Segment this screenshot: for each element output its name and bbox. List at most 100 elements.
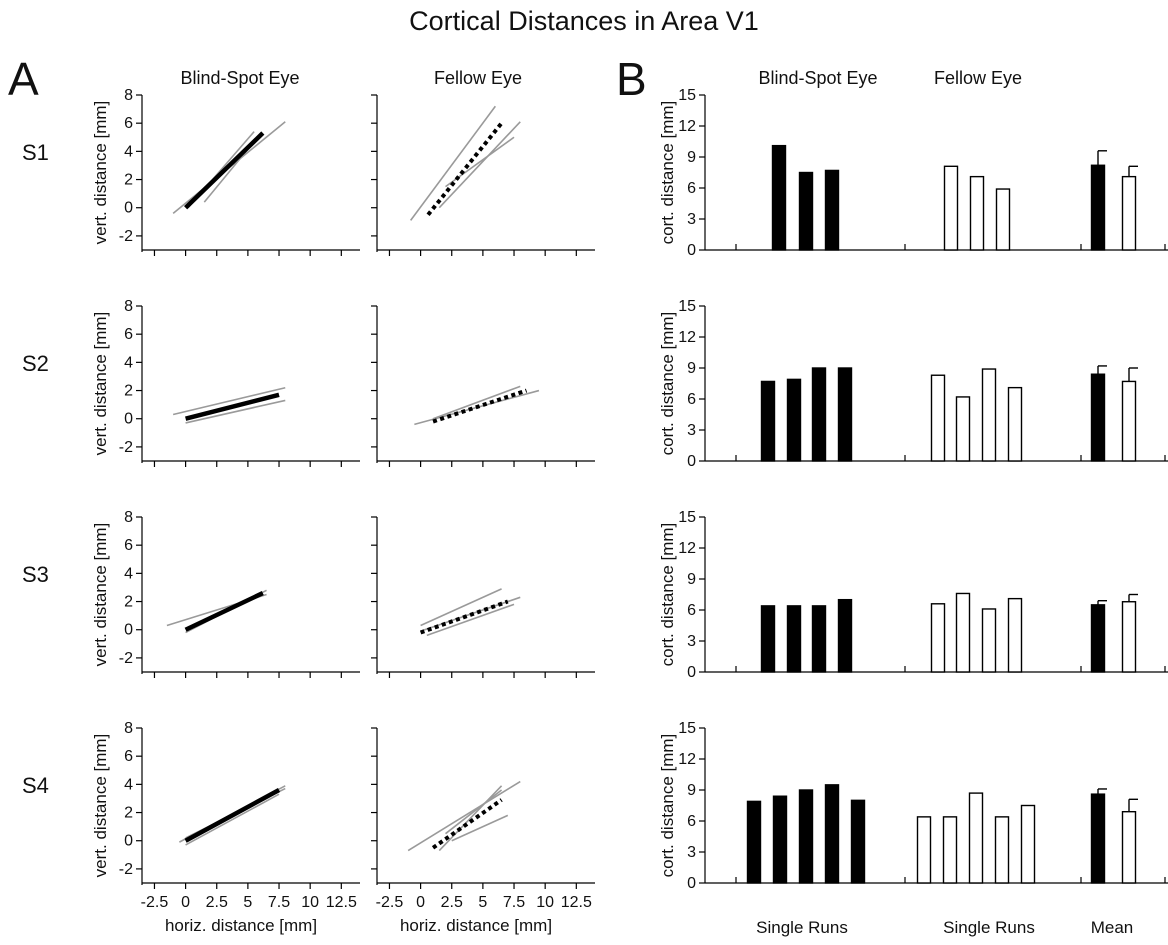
bar-s4-fellow-run-bar	[968, 792, 984, 884]
bar-s2-blind-spot-run-bar	[837, 367, 853, 462]
bar-s4-y-tick-label: 15	[678, 720, 696, 737]
line-s2-fellow-series-thin	[432, 385, 521, 420]
bar-s1-fellow-run-bar	[943, 165, 959, 251]
line-s2-blind-spot-y-tick-label: 0	[124, 411, 133, 428]
line-s1-blind-spot-y-tick-label: 8	[124, 87, 133, 104]
line-s4-blind-spot-y-tick-label: 4	[124, 776, 133, 793]
bar-s3-y-tick-label: 6	[687, 602, 696, 619]
line-s4-fellow-series-thin	[438, 785, 503, 852]
line-s4-blind-spot-y-tick-label: 2	[124, 805, 133, 822]
bar-s3-y-label: cort. distance [mm]	[658, 523, 677, 667]
line-s2-blind-spot-y-tick-label: 6	[124, 326, 133, 343]
line-s3-fellow-series-thin	[420, 588, 502, 627]
bar-s3-fellow-run-bar	[1007, 597, 1023, 673]
charts-layer: 8 6 4 2 0 -2 vert. distance [mm] 8 6 4 2 0 -2 vert. d…	[91, 87, 1168, 935]
row-label-s3: S3	[22, 562, 49, 587]
bar-s4-y-tick-label: 6	[687, 813, 696, 830]
bar-s4-y-tick-label: 9	[687, 782, 696, 799]
bar-s2-y-label: cort. distance [mm]	[658, 312, 677, 456]
bar-s2-blind-spot-run-bar	[786, 378, 802, 462]
line-s4-blind-spot-x-tick-label: 10	[301, 894, 319, 911]
group-label-single-runs-blind-spot: Single Runs	[756, 918, 848, 937]
row-label-s4: S4	[22, 773, 49, 798]
line-s1-blind-spot-y-tick-label: 0	[124, 200, 133, 217]
line-s3-blind-spot-y-tick-label: 4	[124, 565, 133, 582]
line-s1-fellow-series-dotted	[426, 121, 504, 217]
bar-s4-blind-spot-run-bar	[798, 789, 814, 884]
line-s1-fellow-series-thin	[409, 105, 496, 221]
bar-s4-y-tick-label: 3	[687, 844, 696, 861]
bar-s1-y-label: cort. distance [mm]	[658, 101, 677, 245]
line-s2-blind-spot-series-bold	[185, 392, 280, 421]
bar-s3-blind-spot-run-bar	[786, 605, 802, 673]
line-s3-blind-spot-y-tick-label: -2	[119, 650, 133, 667]
row-label-s1: S1	[22, 140, 49, 165]
bar-s2-fellow-run-bar	[981, 368, 997, 462]
column-header-blind-spot-b: Blind-Spot Eye	[758, 68, 877, 88]
bar-s2-y-tick-label: 6	[687, 391, 696, 408]
bar-s4-blind-spot-run-bar	[746, 800, 762, 884]
line-s3-blind-spot-series-bold	[184, 591, 264, 632]
bar-s1-y-tick-label: 3	[687, 211, 696, 228]
column-header-fellow-a: Fellow Eye	[434, 68, 522, 88]
line-s4-fellow-series-dotted	[431, 798, 503, 850]
line-s4-fellow-x-tick-label: 12.5	[561, 894, 592, 911]
line-s4-blind-spot-x-tick-label: 7.5	[268, 894, 290, 911]
bar-s4-y-label: cort. distance [mm]	[658, 734, 677, 878]
line-s4-fellow-x-tick-label: 7.5	[503, 894, 525, 911]
bar-s1-fellow-mean-bar	[1121, 175, 1137, 251]
bar-s3-blind-spot-mean-bar	[1090, 604, 1106, 673]
bar-s1-blind-spot-mean-bar	[1090, 164, 1106, 251]
bar-s2-y-tick-label: 12	[678, 329, 696, 346]
bar-s3-blind-spot-run-bar	[837, 598, 853, 673]
line-s1-blind-spot-y-tick-label: -2	[119, 228, 133, 245]
line-s4-blind-spot-y-tick-label: 6	[124, 748, 133, 765]
figure-title: Cortical Distances in Area V1	[409, 6, 759, 36]
bar-s4-blind-spot-run-bar	[772, 795, 788, 884]
bar-s2-y-tick-label: 15	[678, 298, 696, 315]
line-s3-fellow-series-dotted	[419, 599, 509, 635]
line-s4-fellow-series-thin	[451, 814, 509, 842]
bar-s4-fellow-run-bar	[994, 816, 1010, 884]
bar-s1-y-tick-label: 15	[678, 87, 696, 104]
bar-s3-y-tick-label: 9	[687, 571, 696, 588]
line-s4-blind-spot-y-tick-label: 0	[124, 833, 133, 850]
bar-s1-fellow-run-bar	[995, 188, 1011, 251]
line-s2-blind-spot-y-label: vert. distance [mm]	[91, 312, 110, 456]
bar-s4-fellow-run-bar	[942, 816, 958, 884]
line-s4-blind-spot-series-bold	[184, 788, 281, 843]
bar-s4-y-tick-label: 12	[678, 751, 696, 768]
line-s4-fellow-x-tick-label: 2.5	[441, 894, 463, 911]
line-s4-blind-spot-x-tick-label: 5	[243, 894, 252, 911]
row-label-s2: S2	[22, 351, 49, 376]
bar-s3-y-tick-label: 3	[687, 633, 696, 650]
line-s3-blind-spot-y-tick-label: 0	[124, 622, 133, 639]
line-s4-fellow-x-label: horiz. distance [mm]	[400, 916, 552, 935]
bar-s3-blind-spot-run-bar	[811, 605, 827, 673]
group-label-mean: Mean	[1091, 918, 1134, 937]
line-s4-fellow-series-thin	[445, 789, 503, 835]
bar-s3-fellow-mean-bar	[1121, 601, 1137, 673]
line-s3-blind-spot-y-tick-label: 2	[124, 594, 133, 611]
bar-s4-fellow-run-bar	[1020, 804, 1036, 884]
bar-s2-blind-spot-mean-bar	[1090, 373, 1106, 462]
bar-s2-blind-spot-run-bar	[760, 380, 776, 462]
bar-s2-y-tick-label: 0	[687, 453, 696, 470]
bar-s1-blind-spot-run-bar	[798, 171, 814, 251]
line-s2-blind-spot-y-tick-label: 4	[124, 354, 133, 371]
bar-s2-fellow-run-bar	[955, 396, 971, 462]
line-s1-blind-spot-series-bold	[184, 131, 265, 210]
line-s4-blind-spot-x-tick-label: -2.5	[141, 894, 169, 911]
bar-s3-y-tick-label: 15	[678, 509, 696, 526]
line-s3-fellow-series-thin	[426, 603, 515, 637]
bar-s2-y-tick-label: 9	[687, 360, 696, 377]
line-s4-blind-spot-y-tick-label: -2	[119, 861, 133, 878]
bar-s4-fellow-mean-bar	[1121, 811, 1137, 884]
bar-s4-blind-spot-run-bar	[850, 799, 866, 884]
line-s4-fellow-x-tick-label: 10	[536, 894, 554, 911]
line-s4-blind-spot-series-thin	[185, 793, 280, 846]
line-s4-blind-spot-y-label: vert. distance [mm]	[91, 734, 110, 878]
bar-s1-blind-spot-run-bar	[824, 169, 840, 251]
bar-s1-blind-spot-run-bar	[771, 144, 787, 251]
bar-s4-fellow-run-bar	[916, 816, 932, 884]
